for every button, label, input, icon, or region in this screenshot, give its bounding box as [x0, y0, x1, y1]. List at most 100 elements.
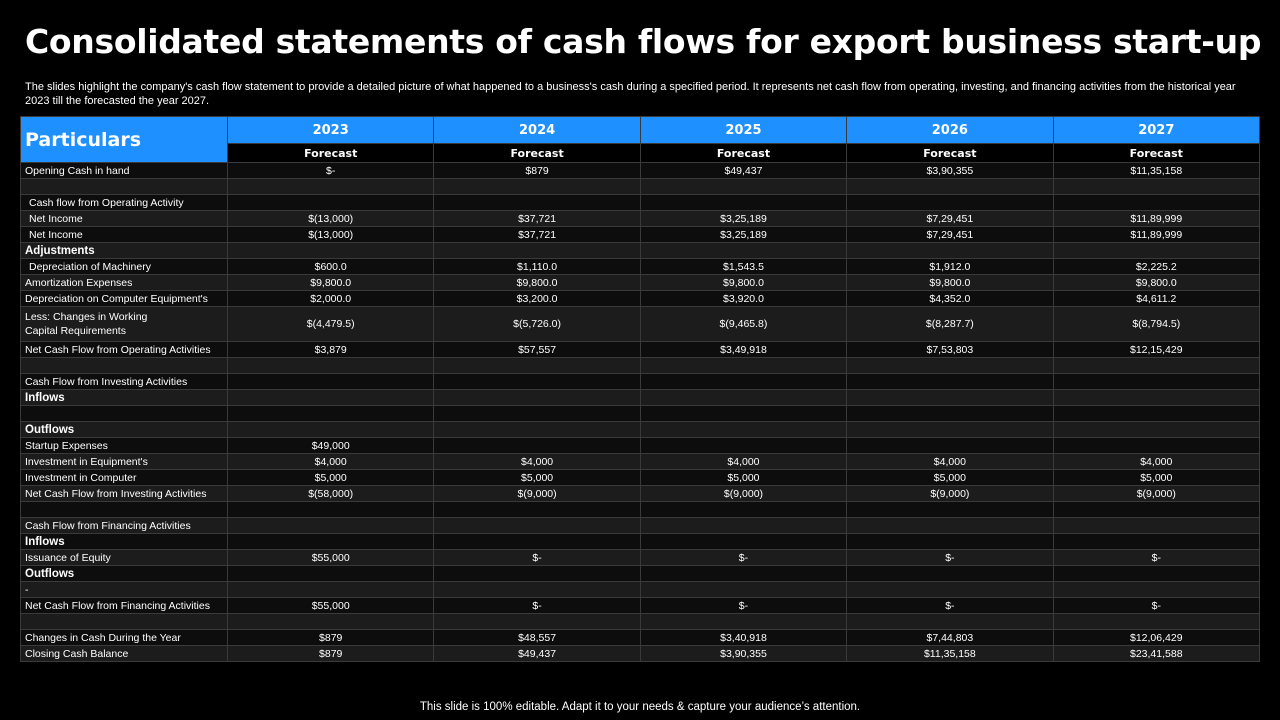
value-cell: [847, 502, 1053, 518]
value-cell: [1053, 195, 1259, 211]
value-cell: [1053, 518, 1259, 534]
value-cell: [228, 179, 434, 195]
value-cell: [434, 243, 640, 259]
value-cell: $-: [434, 550, 640, 566]
particulars-header: Particulars: [21, 117, 228, 163]
value-cell: [640, 614, 846, 630]
value-cell: [847, 518, 1053, 534]
value-cell: [1053, 406, 1259, 422]
year-header-row: Particulars 2023 2024 2025 2026 2027: [21, 117, 1260, 144]
table-row: Investment in Equipment's$4,000$4,000$4,…: [21, 454, 1260, 470]
row-label: Investment in Equipment's: [21, 454, 228, 470]
value-cell: $11,35,158: [847, 646, 1053, 662]
row-label: Opening Cash in hand: [21, 163, 228, 179]
table-row: Depreciation on Computer Equipment's$2,0…: [21, 291, 1260, 307]
table-row: -: [21, 582, 1260, 598]
value-cell: [434, 502, 640, 518]
value-cell: [640, 179, 846, 195]
value-cell: $5,000: [1053, 470, 1259, 486]
table-row: Inflows: [21, 390, 1260, 406]
value-cell: $1,543.5: [640, 259, 846, 275]
value-cell: [434, 534, 640, 550]
value-cell: [228, 243, 434, 259]
value-cell: [640, 422, 846, 438]
value-cell: $12,06,429: [1053, 630, 1259, 646]
row-label: Cash Flow from Financing Activities: [21, 518, 228, 534]
value-cell: $-: [228, 163, 434, 179]
row-label: Startup Expenses: [21, 438, 228, 454]
value-cell: $879: [434, 163, 640, 179]
value-cell: $(13,000): [228, 211, 434, 227]
value-cell: [847, 179, 1053, 195]
row-label: Inflows: [21, 390, 228, 406]
row-label: Issuance of Equity: [21, 550, 228, 566]
value-cell: $-: [640, 550, 846, 566]
value-cell: [228, 195, 434, 211]
row-label: Outflows: [21, 566, 228, 582]
value-cell: [1053, 438, 1259, 454]
value-cell: [434, 358, 640, 374]
value-cell: $1,912.0: [847, 259, 1053, 275]
value-cell: $879: [228, 630, 434, 646]
row-label: Net Income: [21, 211, 228, 227]
value-cell: $3,879: [228, 342, 434, 358]
value-cell: [640, 406, 846, 422]
value-cell: [1053, 374, 1259, 390]
value-cell: [228, 358, 434, 374]
value-cell: [640, 518, 846, 534]
value-cell: $49,437: [640, 163, 846, 179]
value-cell: [434, 582, 640, 598]
year-header: 2026: [847, 117, 1053, 144]
forecast-label: Forecast: [228, 144, 434, 163]
forecast-label: Forecast: [434, 144, 640, 163]
value-cell: [847, 566, 1053, 582]
year-header: 2027: [1053, 117, 1259, 144]
value-cell: $9,800.0: [640, 275, 846, 291]
value-cell: $7,53,803: [847, 342, 1053, 358]
value-cell: [847, 390, 1053, 406]
value-cell: $3,90,355: [640, 646, 846, 662]
page-title: Consolidated statements of cash flows fo…: [25, 22, 1261, 61]
cash-flow-table: Particulars 2023 2024 2025 2026 2027 For…: [20, 116, 1260, 662]
value-cell: [228, 614, 434, 630]
value-cell: $600.0: [228, 259, 434, 275]
value-cell: $2,225.2: [1053, 259, 1259, 275]
value-cell: $3,25,189: [640, 211, 846, 227]
value-cell: [434, 438, 640, 454]
value-cell: [228, 374, 434, 390]
table-row: Adjustments: [21, 243, 1260, 259]
row-label: Net Cash Flow from Financing Activities: [21, 598, 228, 614]
value-cell: $55,000: [228, 598, 434, 614]
value-cell: $5,000: [640, 470, 846, 486]
value-cell: $4,352.0: [847, 291, 1053, 307]
value-cell: $9,800.0: [1053, 275, 1259, 291]
value-cell: [228, 502, 434, 518]
value-cell: [847, 438, 1053, 454]
value-cell: $3,40,918: [640, 630, 846, 646]
table-row: Outflows: [21, 566, 1260, 582]
value-cell: [847, 422, 1053, 438]
value-cell: [640, 566, 846, 582]
value-cell: [434, 518, 640, 534]
value-cell: [1053, 566, 1259, 582]
value-cell: [1053, 582, 1259, 598]
row-label: Closing Cash Balance: [21, 646, 228, 662]
value-cell: $3,90,355: [847, 163, 1053, 179]
forecast-label: Forecast: [1053, 144, 1259, 163]
value-cell: [1053, 502, 1259, 518]
value-cell: $37,721: [434, 227, 640, 243]
value-cell: [1053, 422, 1259, 438]
footer-note: This slide is 100% editable. Adapt it to…: [0, 701, 1280, 713]
value-cell: $-: [640, 598, 846, 614]
value-cell: $(8,794.5): [1053, 307, 1259, 342]
value-cell: [640, 438, 846, 454]
table-row: Net Cash Flow from Operating Activities$…: [21, 342, 1260, 358]
description-text: The slides highlight the company's cash …: [25, 80, 1257, 108]
row-label: Adjustments: [21, 243, 228, 259]
value-cell: $3,25,189: [640, 227, 846, 243]
value-cell: [847, 614, 1053, 630]
row-label: Depreciation of Machinery: [21, 259, 228, 275]
row-label: [21, 406, 228, 422]
value-cell: [640, 390, 846, 406]
value-cell: $7,29,451: [847, 211, 1053, 227]
